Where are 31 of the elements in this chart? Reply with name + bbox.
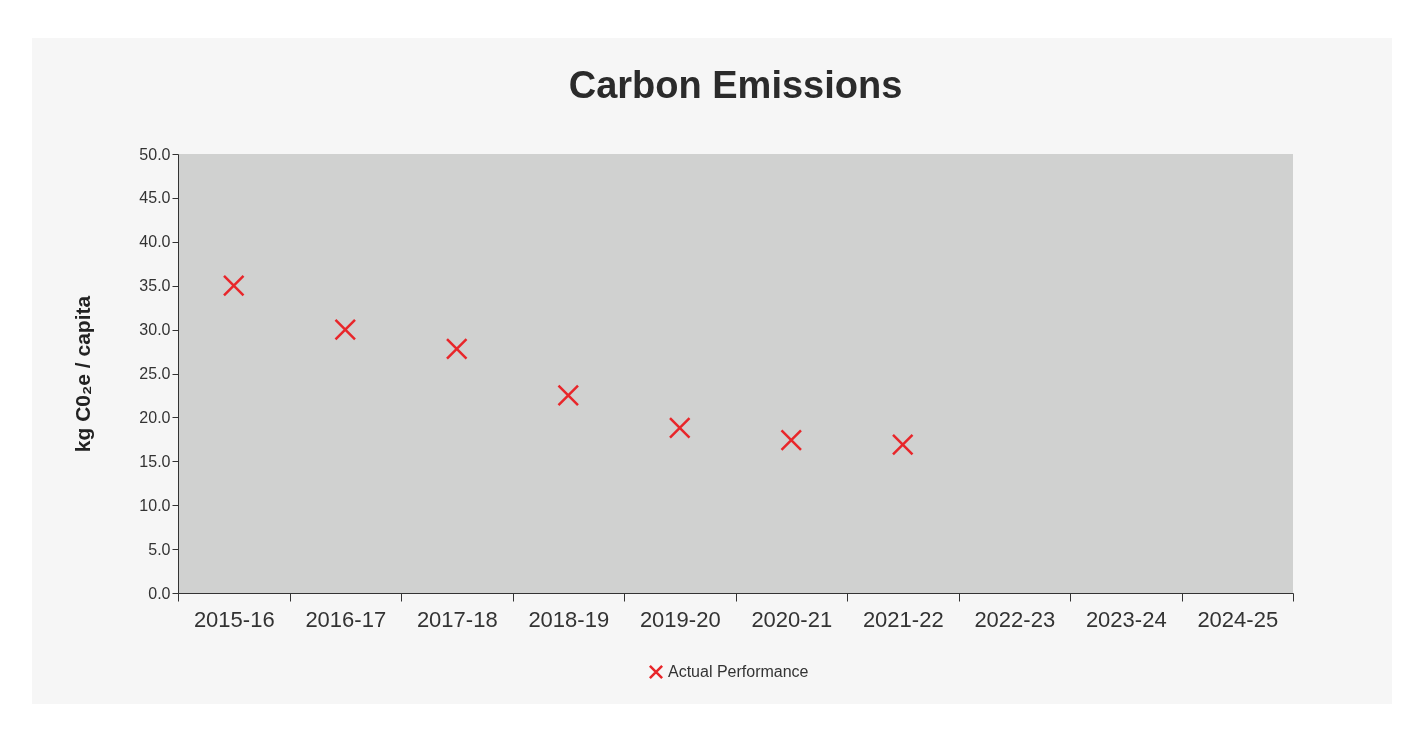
x-tick-label: 2024-25 bbox=[1197, 606, 1279, 632]
y-tick-label: 50.0 bbox=[139, 145, 171, 163]
y-tick-label: 40.0 bbox=[139, 233, 171, 251]
chart-title: Carbon Emissions bbox=[568, 64, 903, 106]
x-tick-label: 2020-21 bbox=[751, 606, 833, 632]
point bbox=[445, 337, 468, 360]
y-tick-label: 25.0 bbox=[139, 365, 171, 382]
legend-label: Actual Performance bbox=[668, 663, 809, 680]
point bbox=[334, 318, 357, 341]
y-tick-label: 20.0 bbox=[139, 408, 171, 426]
point bbox=[557, 384, 580, 407]
y-axis-title: kg C0₂e / capita bbox=[71, 295, 95, 453]
x-tick-label: 2022-23 bbox=[974, 606, 1056, 632]
point bbox=[891, 433, 914, 456]
point bbox=[222, 274, 245, 297]
x-tick-label: 2018-19 bbox=[528, 606, 610, 632]
y-tick-label: 35.0 bbox=[139, 277, 171, 295]
y-tick-label: 0.0 bbox=[148, 584, 171, 602]
y-tick-label: 30.0 bbox=[139, 321, 171, 339]
x-tick-label: 2017-18 bbox=[416, 606, 498, 632]
x-tick-label: 2016-17 bbox=[305, 606, 387, 632]
y-tick-label: 5.0 bbox=[148, 540, 171, 558]
y-tick-label: 15.0 bbox=[139, 452, 171, 470]
x-tick-label: 2021-22 bbox=[862, 606, 944, 632]
y-tick-label: 10.0 bbox=[139, 496, 171, 514]
y-tick-label: 45.0 bbox=[139, 189, 171, 207]
x-tick-label: 2023-24 bbox=[1085, 606, 1167, 632]
x-tick-label: 2015-16 bbox=[193, 606, 275, 632]
point bbox=[780, 429, 803, 452]
x-tick-label: 2019-20 bbox=[639, 606, 721, 632]
point bbox=[668, 416, 691, 439]
